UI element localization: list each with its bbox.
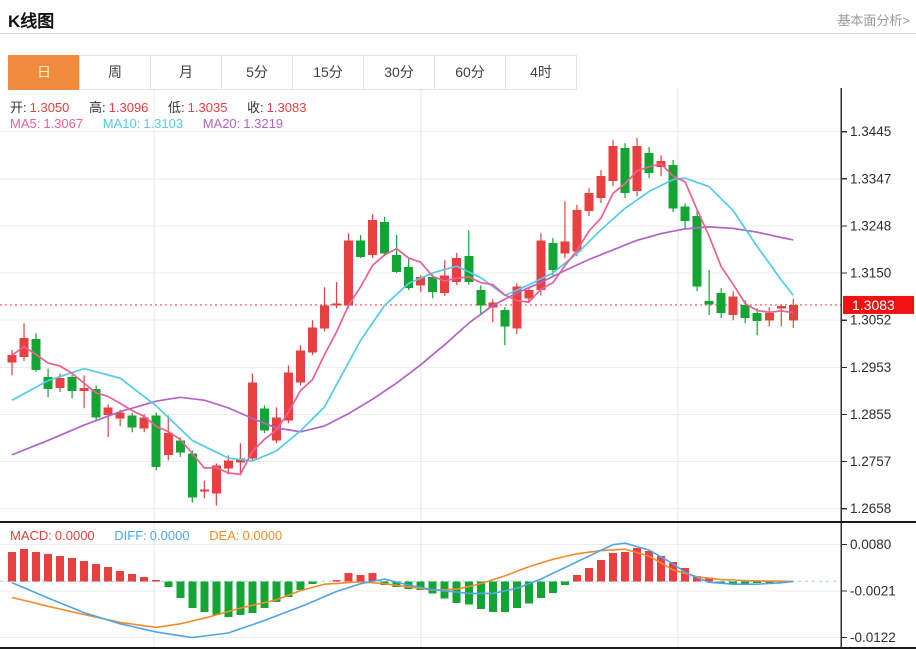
grid-layer [0, 88, 841, 648]
main-axis-tick: 1.3052 [850, 313, 891, 328]
macd-axis-tick: -0.0021 [850, 584, 896, 599]
main-axis-tick: 1.3347 [850, 171, 891, 186]
kline-chart-svg: 1.3445 1.3347 1.3248 1.3150 1.3052 1.2953 1.28… [0, 88, 916, 649]
tab-day[interactable]: 日 [8, 55, 80, 90]
tab-5min[interactable]: 5分 [221, 55, 293, 90]
main-axis-tick: 1.2658 [850, 501, 891, 516]
main-axis-tick: 1.3248 [850, 218, 891, 233]
ma5-line [11, 162, 794, 476]
candles-layer [7, 137, 798, 506]
main-axis-tick: 1.2757 [850, 454, 891, 469]
y-axis: 1.3445 1.3347 1.3248 1.3150 1.3052 1.2953 1.28… [840, 88, 896, 648]
tab-4hour[interactable]: 4时 [505, 55, 577, 90]
tab-month[interactable]: 月 [150, 55, 222, 90]
header: K线图 基本面分析> [0, 0, 916, 34]
main-axis-tick: 1.2855 [850, 407, 891, 422]
tab-week[interactable]: 周 [79, 55, 151, 90]
ma10-line [11, 177, 794, 462]
period-tabs: 日周月 5分 15分 30分 60分 4时 [8, 55, 577, 90]
macd-axis-tick: 0.0080 [850, 537, 891, 552]
price-tag-value: 1.3083 [852, 297, 895, 313]
price-tag: 1.3083 [843, 295, 914, 314]
page-title: K线图 [8, 12, 55, 31]
tab-60min[interactable]: 60分 [434, 55, 506, 90]
fundamental-analysis-link[interactable]: 基本面分析> [837, 13, 910, 28]
kline-chart-canvas[interactable]: 1.3445 1.3347 1.3248 1.3150 1.3052 1.2953 1.28… [0, 88, 916, 650]
macd-axis-tick: -0.0122 [850, 630, 896, 645]
tab-15min[interactable]: 15分 [292, 55, 364, 90]
main-axis-tick: 1.3150 [850, 266, 891, 281]
ma20-line [11, 226, 794, 456]
diff-line [11, 542, 794, 639]
panel-dividers [0, 521, 916, 649]
main-axis-tick: 1.3445 [850, 124, 891, 139]
tab-30min[interactable]: 30分 [363, 55, 435, 90]
main-axis-tick: 1.2953 [850, 360, 891, 375]
dea-line [11, 548, 794, 629]
